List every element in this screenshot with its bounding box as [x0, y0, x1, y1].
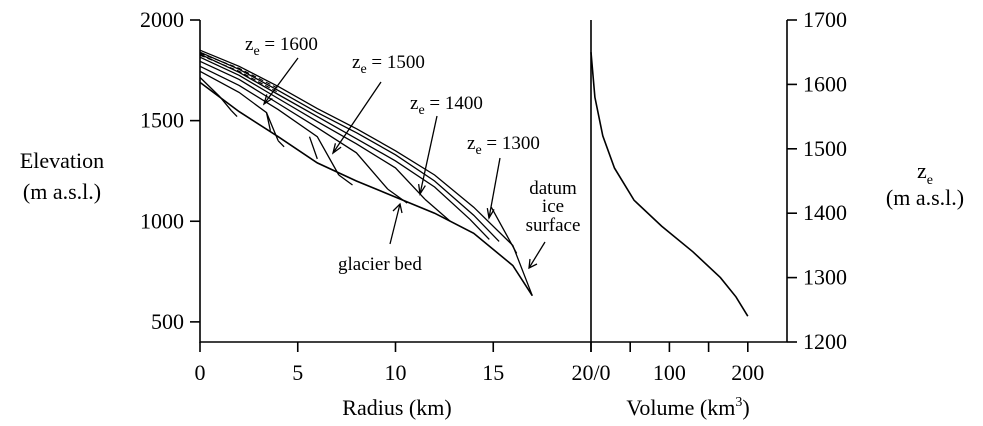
left-y-title-line1: Elevation: [20, 148, 104, 173]
ice-surface-line: [199, 51, 500, 242]
terminus-line: [265, 112, 272, 131]
ze-arrowhead: [486, 208, 495, 220]
right-y-tick-label: 1200: [803, 329, 847, 354]
terminus-line: [424, 198, 451, 222]
glacier-bed-line: [199, 81, 533, 297]
ice-surface-line: [199, 56, 426, 200]
right-y-tick-label: 1600: [803, 71, 847, 96]
right-y-ticks: 1200 1300 1400 1500 1600 1700: [787, 7, 847, 354]
ze-arrowhead: [262, 94, 273, 106]
left-y-ticks: 500 1000 1500 2000: [140, 7, 200, 334]
ice-surface-line: [199, 70, 279, 142]
right-y-tick-label: 1300: [803, 265, 847, 290]
terminus-line: [469, 218, 490, 240]
datum-label: datum: [529, 178, 577, 199]
ze-arrowhead: [418, 184, 426, 196]
datum-label: surface: [526, 215, 581, 236]
left-x-tick-label: 5: [292, 360, 303, 385]
glacier-bed-arrowhead: [392, 202, 403, 214]
ice-surface-line: [199, 60, 389, 190]
terminus-line: [230, 110, 238, 118]
left-y-tick-label: 1000: [140, 208, 184, 233]
ze-label: ze = 1500: [352, 52, 425, 77]
left-x-ticks: 0 5 10 15 20/0: [195, 342, 611, 385]
ice-surface-dashed-line: [199, 52, 279, 89]
datum-arrow: [528, 241, 546, 269]
left-x-title: Radius (km): [342, 395, 451, 420]
terminus-line: [277, 140, 285, 148]
right-x-tick-label: 200: [731, 360, 764, 385]
ze-arrow: [419, 115, 438, 195]
right-y-tick-label: 1700: [803, 7, 847, 32]
ice-surface-line: [199, 49, 533, 296]
right-y-title-units: (m a.s.l.): [886, 185, 964, 210]
surface-profiles: [199, 49, 533, 297]
ice-surface-line: [199, 53, 471, 220]
ze-label: ze = 1300: [467, 133, 540, 158]
ze-arrowhead: [331, 143, 342, 155]
left-y-title-line2: (m a.s.l.): [23, 179, 101, 204]
datum-label: ice: [542, 196, 564, 217]
shared-x-tick-label: 20/0: [571, 360, 610, 385]
left-y-tick-label: 1500: [140, 108, 184, 133]
ze-label: ze = 1600: [245, 34, 318, 59]
ze-label: ze = 1400: [410, 93, 483, 118]
right-y-tick-label: 1500: [803, 136, 847, 161]
terminus-line: [490, 206, 518, 254]
left-x-tick-label: 10: [385, 360, 407, 385]
ice-surface-dashed-line: [199, 54, 279, 93]
left-y-tick-label: 500: [151, 309, 184, 334]
ice-surface-line: [199, 65, 340, 176]
right-x-tick-label: 100: [653, 360, 686, 385]
right-x-title: Volume (km3): [626, 395, 749, 420]
glacier-bed-label: glacier bed: [338, 254, 422, 275]
annotations: ze = 1600 ze = 1500 ze = 1400 ze = 1300 glac…: [245, 34, 580, 275]
right-x-ticks: 100 200: [590, 342, 764, 385]
ze-arrow: [263, 57, 299, 105]
right-y-title-z: ze: [917, 158, 933, 188]
left-x-tick-label: 0: [195, 360, 206, 385]
terminus-line: [308, 136, 318, 160]
left-y-tick-label: 2000: [140, 7, 184, 32]
terminus-line: [338, 174, 353, 186]
ze-arrow: [488, 157, 501, 219]
right-y-tick-label: 1400: [803, 200, 847, 225]
glacier-bed-arrow: [389, 203, 401, 245]
ze-arrow: [332, 81, 382, 154]
right-chart: 1200 1300 1400 1500 1600 1700 100 200 ze (m a.…: [590, 7, 964, 420]
left-x-tick-label: 15: [482, 360, 504, 385]
datum-arrowhead: [528, 258, 538, 270]
volume-curve: [590, 52, 749, 317]
